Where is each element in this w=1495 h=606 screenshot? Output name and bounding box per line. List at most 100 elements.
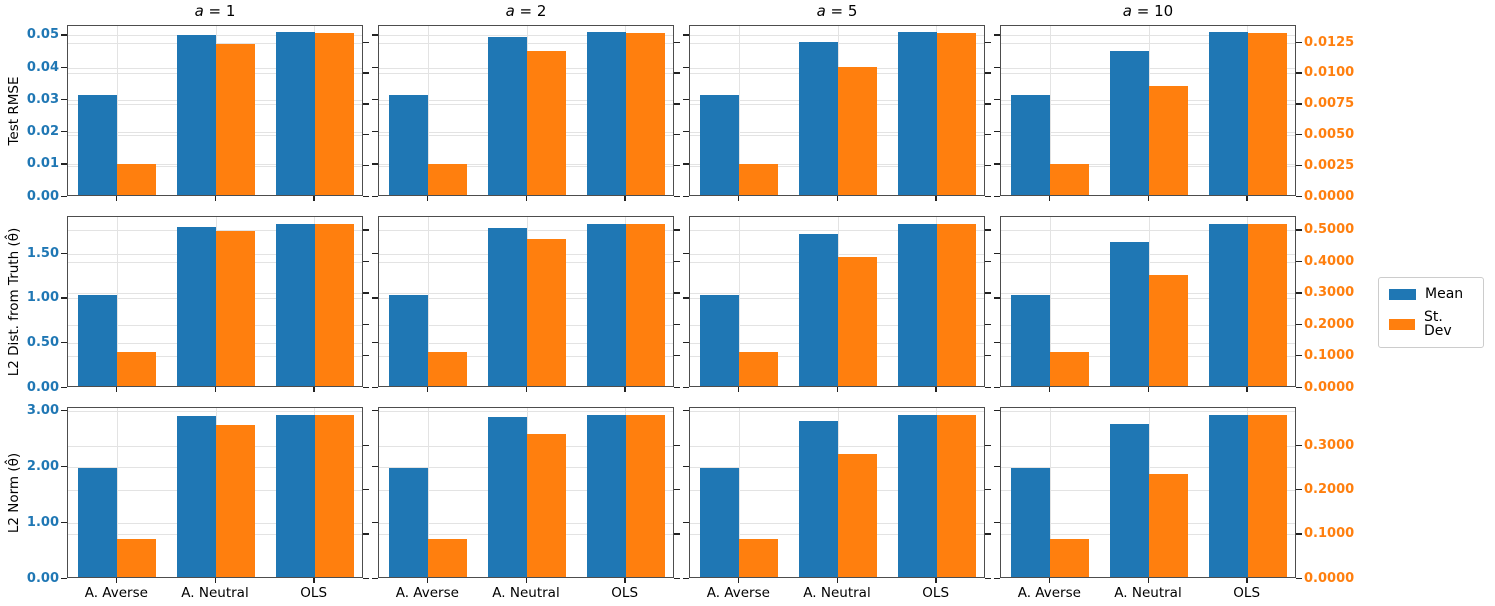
stdev-bar bbox=[739, 164, 779, 195]
right-axis-tickmark bbox=[363, 195, 369, 197]
left-axis-tickmark bbox=[61, 195, 67, 197]
x-axis-tickmark bbox=[214, 196, 216, 201]
gridline-vertical bbox=[116, 217, 118, 386]
left-tick-label: 0.03 bbox=[26, 91, 59, 107]
stdev-bar bbox=[1247, 415, 1287, 577]
stdev-bar bbox=[936, 415, 976, 577]
subplot-panel bbox=[378, 407, 674, 578]
subplot-title: a = 1 bbox=[194, 2, 236, 20]
x-axis-tickmark bbox=[313, 196, 315, 201]
x-tick-label: OLS bbox=[300, 585, 328, 601]
right-axis-tickmark bbox=[1296, 577, 1302, 579]
mean-bar bbox=[177, 227, 216, 386]
right-axis-tickmark bbox=[674, 323, 680, 325]
x-axis-tickmark bbox=[935, 387, 937, 392]
stdev-bar bbox=[739, 352, 779, 386]
x-axis-tickmark bbox=[1048, 578, 1051, 583]
x-axis-tickmark bbox=[426, 196, 429, 201]
left-axis-tickmark bbox=[683, 297, 689, 299]
x-axis-tickmark bbox=[836, 578, 838, 583]
right-axis-tickmark bbox=[985, 103, 991, 105]
right-axis-tickmark bbox=[363, 577, 369, 579]
right-axis-tickmark bbox=[363, 229, 369, 231]
x-tick-label: OLS bbox=[1233, 585, 1261, 601]
right-axis-tickmark bbox=[985, 72, 991, 74]
gridline-horizontal bbox=[1001, 410, 1295, 412]
right-axis-tickmark bbox=[674, 72, 680, 74]
x-axis-tickmark bbox=[836, 196, 838, 201]
right-axis-tickmark bbox=[985, 444, 991, 446]
right-axis-tickmark bbox=[363, 444, 369, 446]
stdev-bar bbox=[527, 239, 566, 386]
left-tick-label: 0.00 bbox=[26, 570, 59, 586]
right-axis-tickmark bbox=[674, 355, 680, 357]
stdev-bar bbox=[527, 51, 566, 195]
right-axis-tickmark bbox=[985, 260, 991, 263]
left-tick-label: 1.00 bbox=[26, 290, 59, 306]
x-axis-tickmark bbox=[737, 196, 740, 201]
gridline-vertical bbox=[427, 217, 429, 386]
left-axis-tickmark bbox=[683, 195, 689, 197]
stdev-bar bbox=[1050, 539, 1090, 577]
stdev-bar bbox=[936, 33, 976, 195]
right-axis-tickmark bbox=[363, 355, 369, 357]
left-tick-label: 0.00 bbox=[26, 188, 59, 204]
gridline-vertical bbox=[427, 408, 429, 577]
gridline-horizontal bbox=[690, 410, 984, 412]
gridline-vertical bbox=[427, 26, 429, 195]
stdev-bar bbox=[838, 257, 877, 386]
mean-bar bbox=[700, 95, 740, 195]
left-axis-tickmark bbox=[994, 98, 1000, 101]
subplot-panel bbox=[67, 216, 363, 387]
right-axis-tickmark bbox=[1296, 323, 1302, 325]
x-axis-tickmark bbox=[737, 578, 740, 583]
left-axis-tickmark bbox=[994, 465, 1000, 468]
right-tick-label: 0.0075 bbox=[1304, 96, 1355, 112]
mean-bar bbox=[700, 295, 740, 386]
left-axis-tickmark bbox=[994, 252, 1000, 255]
left-axis-tickmark bbox=[994, 409, 1000, 412]
mean-bar bbox=[389, 295, 429, 386]
x-axis-tickmark bbox=[624, 387, 626, 392]
left-axis-tickmark bbox=[994, 131, 1000, 133]
stdev-swatch bbox=[1389, 318, 1415, 330]
x-axis-tickmark bbox=[115, 196, 118, 201]
x-axis-tickmark bbox=[1147, 578, 1149, 583]
mean-bar bbox=[389, 95, 429, 195]
stdev-bar bbox=[117, 164, 157, 195]
left-axis-tickmark bbox=[683, 341, 689, 344]
left-axis-tickmark bbox=[372, 521, 378, 523]
left-axis-tickmark bbox=[683, 386, 689, 388]
left-axis-tickmark bbox=[372, 98, 378, 101]
mean-bar bbox=[1011, 295, 1051, 386]
stdev-bar bbox=[625, 224, 665, 386]
gridline-vertical bbox=[1049, 408, 1051, 577]
right-axis-tickmark bbox=[674, 164, 680, 167]
stdev-bar bbox=[1050, 164, 1090, 195]
right-axis-tickmark bbox=[674, 229, 680, 231]
left-axis-tickmark bbox=[683, 131, 689, 133]
left-axis-tickmark bbox=[683, 252, 689, 255]
right-tick-label: 0.0125 bbox=[1304, 34, 1355, 50]
x-axis-tickmark bbox=[214, 387, 216, 392]
subplot-panel bbox=[689, 25, 985, 196]
subplot-title: a = 10 bbox=[1122, 2, 1174, 20]
right-axis-tickmark bbox=[674, 133, 680, 136]
left-tick-label: 2.00 bbox=[26, 458, 59, 474]
left-axis-tickmark bbox=[994, 66, 1000, 69]
left-axis-tickmark bbox=[61, 386, 67, 388]
left-tick-label: 0.02 bbox=[26, 124, 59, 140]
right-tick-label: 0.0025 bbox=[1304, 157, 1355, 173]
mean-bar bbox=[1110, 242, 1149, 386]
right-axis-tickmark bbox=[674, 386, 680, 388]
right-tick-label: 0.3000 bbox=[1304, 437, 1355, 453]
left-axis-tickmark bbox=[683, 465, 689, 468]
x-tick-label: OLS bbox=[611, 585, 639, 601]
right-axis-tickmark bbox=[985, 355, 991, 357]
x-tick-label: A. Averse bbox=[706, 585, 770, 601]
left-axis-tickmark bbox=[61, 66, 67, 69]
stdev-bar bbox=[117, 539, 157, 577]
right-tick-label: 0.1000 bbox=[1304, 526, 1355, 542]
mean-bar bbox=[897, 32, 937, 195]
